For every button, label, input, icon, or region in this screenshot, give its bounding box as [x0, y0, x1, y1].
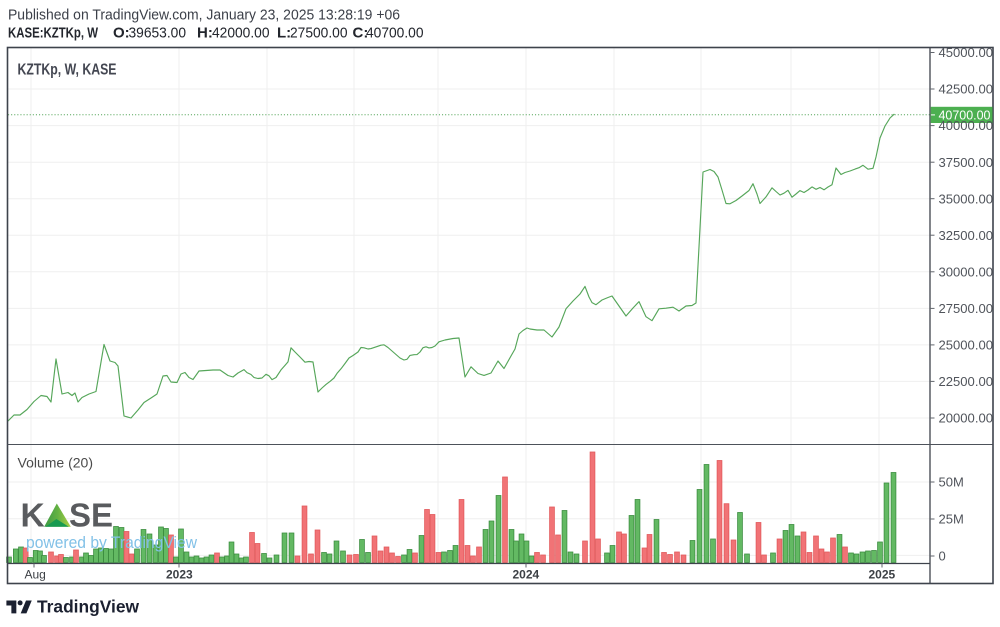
svg-text:K: K	[21, 498, 45, 535]
svg-text:39653.00: 39653.00	[129, 25, 187, 42]
svg-text:2024: 2024	[513, 568, 540, 582]
svg-text:40700.00: 40700.00	[939, 108, 991, 123]
svg-text:2025: 2025	[869, 568, 896, 582]
svg-text:H:: H:	[197, 25, 213, 42]
svg-text:50M: 50M	[939, 475, 964, 490]
svg-text:45000.00: 45000.00	[939, 45, 994, 60]
svg-text:30000.00: 30000.00	[939, 264, 994, 279]
svg-text:Aug: Aug	[25, 568, 46, 582]
svg-text:Published on TradingView.com,: Published on TradingView.com, January 23…	[8, 8, 400, 24]
svg-text:TradingView: TradingView	[37, 597, 139, 617]
svg-text:22500.00: 22500.00	[939, 374, 994, 389]
svg-text:42500.00: 42500.00	[939, 82, 994, 97]
svg-text:40000.00: 40000.00	[939, 118, 994, 133]
svg-text:L:: L:	[277, 25, 291, 42]
svg-text:SE: SE	[69, 498, 113, 535]
svg-text:KZTKp, W, KASE: KZTKp, W, KASE	[18, 62, 117, 79]
svg-text:0: 0	[939, 549, 946, 564]
svg-text:25000.00: 25000.00	[939, 338, 994, 353]
svg-text:32500.00: 32500.00	[939, 228, 994, 243]
svg-text:C:: C:	[353, 25, 369, 42]
svg-text:27500.00: 27500.00	[939, 301, 994, 316]
svg-text:20000.00: 20000.00	[939, 411, 994, 426]
svg-text:25M: 25M	[939, 512, 964, 527]
svg-text:35000.00: 35000.00	[939, 191, 994, 206]
svg-text:27500.00: 27500.00	[290, 25, 348, 42]
svg-text:Volume (20): Volume (20)	[18, 455, 93, 471]
svg-text:KASE:KZTKp, W: KASE:KZTKp, W	[8, 25, 99, 42]
svg-text:O:: O:	[113, 25, 130, 42]
svg-text:powered by TradingView: powered by TradingView	[26, 533, 198, 552]
svg-text:40700.00: 40700.00	[366, 25, 424, 42]
svg-text:2023: 2023	[166, 568, 193, 582]
svg-text:37500.00: 37500.00	[939, 155, 994, 170]
svg-text:42000.00: 42000.00	[212, 25, 270, 42]
